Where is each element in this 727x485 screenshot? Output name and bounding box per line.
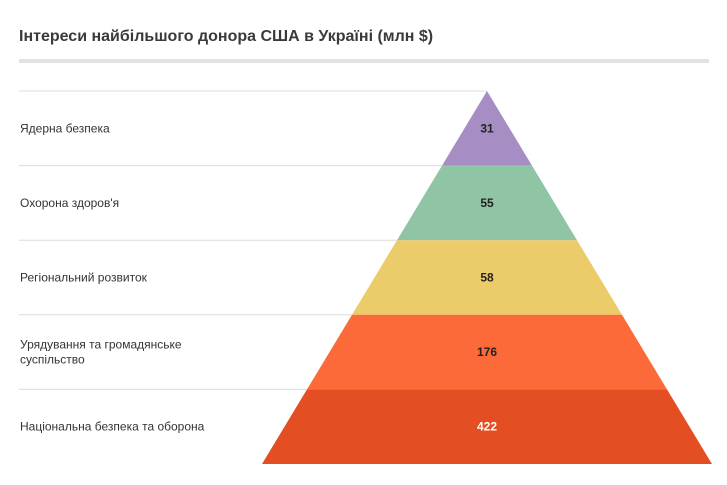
category-label: Охорона здоров'я [20,196,119,210]
category-label: Урядування та громадянське суспільство [20,338,182,367]
value-label: 55 [480,196,494,210]
value-label: 31 [480,121,494,135]
pyramid-segment [307,314,667,390]
chart-title: Інтереси найбільшого донора США в Україн… [19,28,434,45]
value-label: 176 [477,345,497,359]
pyramid-segment [397,165,577,241]
category-label: Національна безпека та оборона [20,420,205,434]
pyramid-segment [262,389,712,464]
value-label: 58 [480,271,494,285]
category-label: Регіональний розвиток [20,271,148,285]
category-label: Ядерна безпека [20,121,110,135]
pyramid-segment [442,91,532,166]
pyramid-segment [352,240,622,315]
value-label: 422 [477,420,497,434]
title-divider [19,59,709,63]
